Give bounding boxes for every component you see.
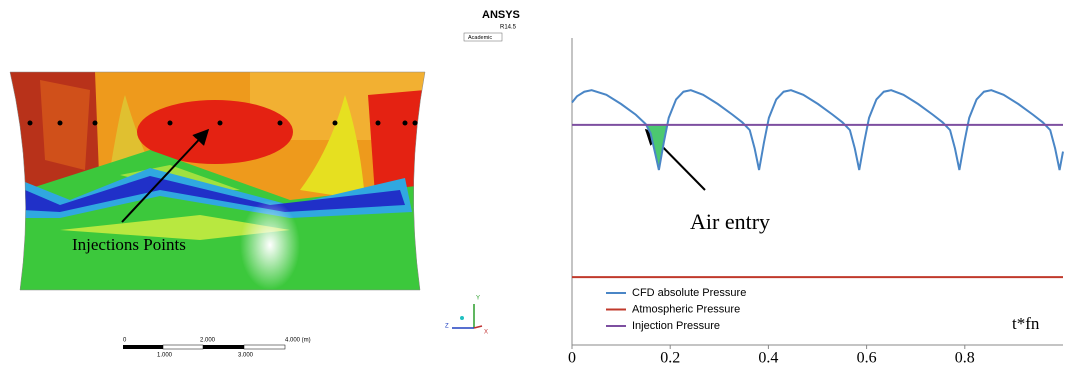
axes-triad — [452, 304, 482, 328]
scale-label: 3.000 — [238, 353, 254, 359]
logo-brand: ANSYS — [482, 9, 520, 21]
scale-label: 4.000 (m) — [285, 338, 311, 344]
triad-label: X — [484, 330, 488, 336]
scale-label: 2.000 — [200, 338, 216, 344]
contour-plot — [0, 60, 440, 300]
x-tick-label: 0 — [568, 350, 576, 367]
annotation: Injections Points — [72, 235, 186, 254]
x-tick-label: 0.4 — [758, 350, 778, 367]
x-tick-label: 0.8 — [955, 350, 975, 367]
legend-label: CFD absolute Pressure — [632, 287, 746, 299]
x-tick-label: 0.2 — [660, 350, 680, 367]
scale-label: 1.000 — [157, 353, 173, 359]
line — [572, 90, 1063, 170]
figure: Injections Points ANSYS R14.5 Academic 0… — [0, 0, 1067, 367]
legend-label: Atmospheric Pressure — [632, 303, 740, 315]
x-axis-label: t*fn — [1012, 314, 1040, 333]
scale-bar — [123, 345, 285, 349]
page: Injections Points ANSYS R14.5 Academic 0… — [0, 0, 1067, 367]
scale-label: 0 — [123, 338, 127, 344]
x-tick-label: 0.6 — [857, 350, 877, 367]
triad-label: Z — [445, 324, 449, 330]
legend-label: Injection Pressure — [632, 320, 720, 332]
logo-edition: Academic — [468, 35, 492, 41]
logo-version: R14.5 — [500, 25, 517, 31]
annotation: Air entry — [690, 209, 770, 234]
triad-label: Y — [476, 296, 480, 302]
